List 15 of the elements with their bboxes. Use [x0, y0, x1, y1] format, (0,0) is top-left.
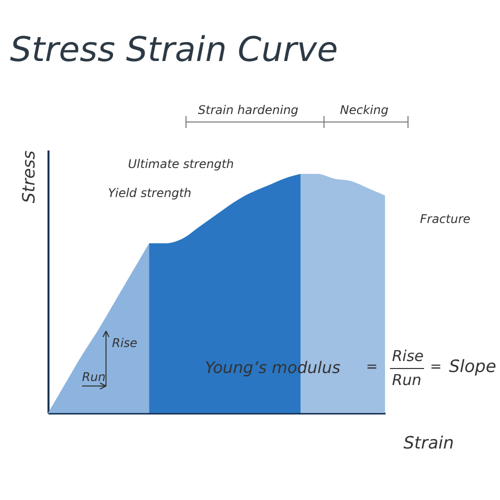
chart-title: Stress Strain Curve — [10, 30, 338, 70]
text: Slope — [449, 357, 496, 377]
annotation: Yield strength — [108, 186, 192, 200]
annotation: = — [366, 359, 378, 375]
text: Ultimate strength — [128, 157, 234, 171]
x-axis-title: Strain — [404, 434, 454, 454]
text: Run — [392, 371, 422, 389]
text: = — [430, 359, 442, 375]
y-axis-title: Stress — [20, 150, 40, 204]
text: Fracture — [420, 212, 470, 226]
annotation: Run — [82, 370, 106, 384]
annotation: Rise — [112, 336, 138, 350]
text: Strain hardening — [198, 103, 298, 117]
text: Necking — [340, 103, 388, 117]
text: Rise — [392, 347, 424, 365]
